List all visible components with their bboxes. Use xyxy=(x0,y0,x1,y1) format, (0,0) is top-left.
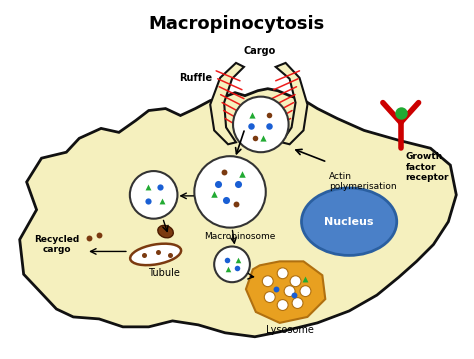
Point xyxy=(144,198,152,204)
Text: Recycled
cargo: Recycled cargo xyxy=(34,235,79,254)
Text: Lysosome: Lysosome xyxy=(265,325,313,335)
Ellipse shape xyxy=(158,225,173,238)
Polygon shape xyxy=(276,63,308,144)
Ellipse shape xyxy=(130,244,181,265)
Circle shape xyxy=(214,247,250,282)
Point xyxy=(259,135,266,141)
Circle shape xyxy=(233,97,289,152)
Text: Growth
factor
receptor: Growth factor receptor xyxy=(406,152,449,182)
Point xyxy=(144,184,152,190)
Point xyxy=(210,191,218,197)
Circle shape xyxy=(290,276,301,287)
Circle shape xyxy=(264,292,275,303)
Ellipse shape xyxy=(301,188,397,255)
Point xyxy=(224,266,232,272)
Point xyxy=(154,250,162,255)
Point xyxy=(301,276,309,282)
Point xyxy=(222,197,230,203)
Circle shape xyxy=(262,276,273,287)
Point xyxy=(158,198,165,204)
Text: Macropinosome: Macropinosome xyxy=(204,232,276,241)
Point xyxy=(220,169,228,175)
Circle shape xyxy=(284,286,295,297)
Point xyxy=(234,257,242,263)
Point xyxy=(85,235,93,241)
Text: Macropinocytosis: Macropinocytosis xyxy=(149,15,325,33)
Text: Tubule: Tubule xyxy=(147,268,180,278)
Polygon shape xyxy=(20,89,456,337)
Text: Actin
polymerisation: Actin polymerisation xyxy=(329,172,397,191)
Polygon shape xyxy=(210,63,244,144)
Point xyxy=(234,181,242,187)
Point xyxy=(156,184,164,190)
Point xyxy=(290,292,297,298)
Point xyxy=(397,109,404,115)
Circle shape xyxy=(300,286,311,297)
Text: Nucleus: Nucleus xyxy=(324,217,374,227)
Point xyxy=(95,232,103,237)
Point xyxy=(214,181,222,187)
Circle shape xyxy=(277,299,288,311)
Point xyxy=(223,257,231,263)
Point xyxy=(251,135,259,141)
Point xyxy=(238,171,246,177)
Point xyxy=(140,252,147,258)
Circle shape xyxy=(194,156,266,228)
Point xyxy=(248,112,255,117)
Circle shape xyxy=(292,298,303,308)
Text: Ruffle: Ruffle xyxy=(179,73,212,83)
Point xyxy=(233,265,241,271)
Point xyxy=(232,201,240,207)
Point xyxy=(272,286,280,292)
Polygon shape xyxy=(246,261,325,323)
Circle shape xyxy=(130,171,177,219)
Point xyxy=(265,123,273,129)
Point xyxy=(247,123,255,129)
Text: Cargo: Cargo xyxy=(244,46,276,56)
Circle shape xyxy=(277,268,288,279)
Point xyxy=(166,252,173,258)
Point xyxy=(265,112,273,117)
